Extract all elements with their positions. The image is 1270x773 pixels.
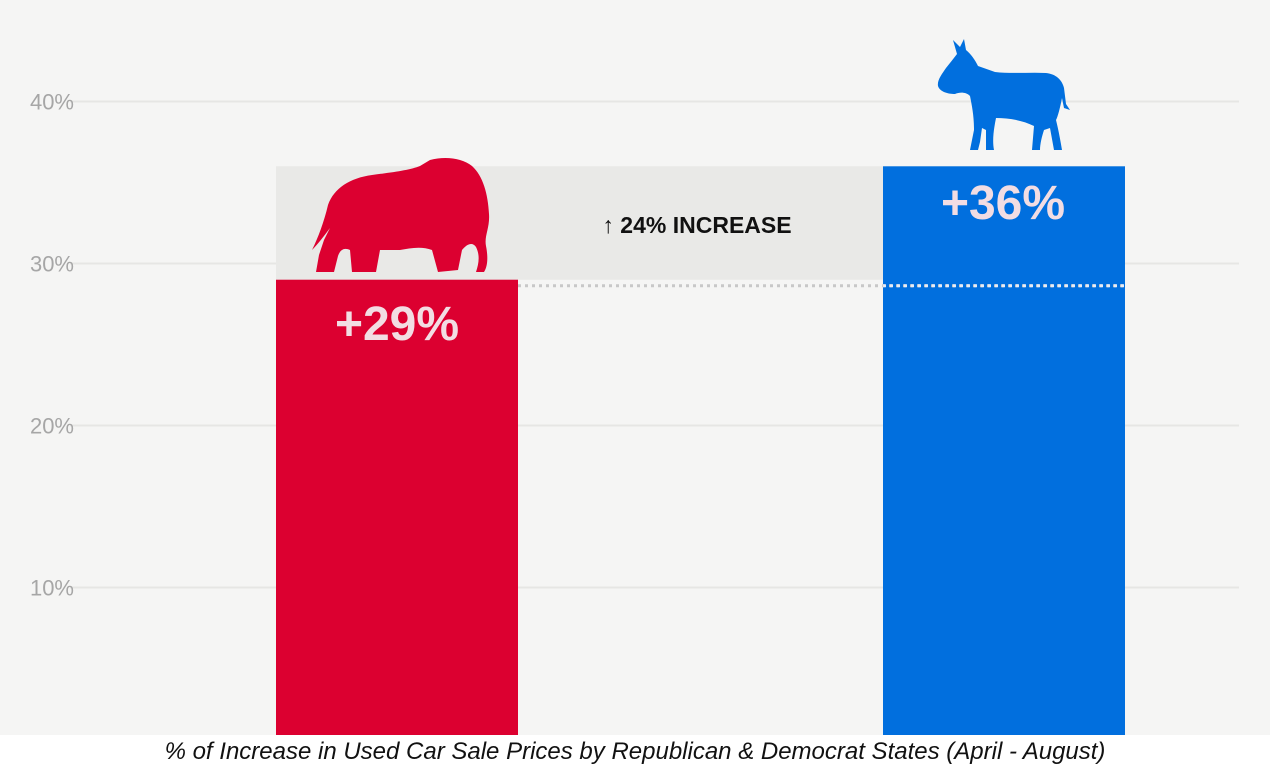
elephant-icon [312,158,490,272]
y-tick-label-20: 20% [30,414,74,439]
y-tick-label-30: 30% [30,252,74,277]
party-icons [312,39,1070,272]
value-labels: +29% +36% ↑ 24% INCREASE [335,177,1065,351]
bars [276,166,1125,736]
value-label-republican: +29% [335,298,459,351]
bar-democrat [883,166,1125,736]
donkey-icon [937,39,1070,150]
comparison-label: ↑ 24% INCREASE [602,212,791,238]
chart-caption: % of Increase in Used Car Sale Prices by… [164,738,1106,765]
y-tick-label-40: 40% [30,90,74,115]
bar-republican [276,279,518,735]
value-label-democrat: +36% [941,177,1065,230]
y-tick-label-10: 10% [30,576,74,601]
